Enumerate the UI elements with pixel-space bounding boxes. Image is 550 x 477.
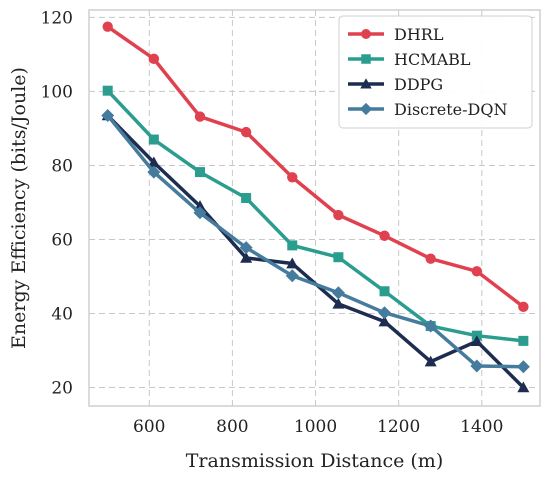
data-point-discrete-dqn — [470, 359, 484, 373]
data-point-dhrl — [194, 111, 206, 122]
data-point-dhrl — [518, 301, 529, 313]
data-point-hcmabl — [102, 85, 113, 96]
legend-item-dhrl: DHRL — [348, 25, 444, 44]
y-tick-labels: 20 40 60 80 100 120 — [41, 8, 73, 398]
data-point-ddpg — [332, 297, 345, 309]
y-tick-label: 80 — [51, 156, 73, 176]
data-point-hcmabl — [333, 252, 344, 263]
data-point-discrete-dqn — [378, 306, 392, 320]
legend-box — [338, 15, 533, 129]
data-point-ddpg — [424, 355, 437, 367]
legend-label: HCMABL — [394, 50, 471, 69]
legend: DHRL HCMABL DDPG Discrete-DQN — [338, 15, 533, 129]
data-point-dhrl — [240, 126, 252, 138]
series-line-hcmabl — [105, 88, 526, 343]
y-tick-label: 20 — [51, 378, 73, 398]
x-tick-label: 1000 — [294, 417, 337, 437]
data-point-ddpg — [517, 381, 530, 393]
x-tick-label: 1400 — [460, 417, 503, 437]
data-point-discrete-dqn — [516, 360, 530, 374]
legend-marker — [361, 29, 371, 39]
legend-item-hcmabl: HCMABL — [348, 50, 471, 69]
data-point-discrete-dqn — [331, 286, 345, 300]
data-point-discrete-dqn — [101, 108, 115, 122]
legend-item-discrete-dqn: Discrete-DQN — [348, 100, 507, 119]
data-point-ddpg — [240, 251, 253, 263]
data-point-discrete-dqn — [193, 206, 207, 220]
y-axis-label: Energy Efficiency (bits/Joule) — [8, 67, 30, 349]
data-point-dhrl — [425, 253, 436, 264]
series-line-dhrl — [105, 24, 526, 309]
legend-marker — [361, 54, 371, 64]
x-tick-label: 800 — [216, 417, 248, 437]
x-tick-label: 1200 — [377, 417, 420, 437]
legend-label: DHRL — [394, 25, 444, 44]
data-point-ddpg — [378, 315, 391, 327]
series-line-discrete-dqn — [105, 113, 526, 369]
data-point-hcmabl — [148, 134, 159, 145]
series-layer — [101, 21, 530, 393]
data-point-dhrl — [102, 21, 113, 32]
legend-label: Discrete-DQN — [394, 100, 507, 119]
plot-frame — [88, 9, 541, 407]
data-point-ddpg — [286, 257, 299, 269]
x-axis-label: Transmission Distance (m) — [186, 450, 443, 472]
data-point-ddpg — [147, 156, 160, 168]
data-point-discrete-dqn — [147, 165, 161, 179]
data-point-discrete-dqn — [285, 269, 299, 283]
data-point-dhrl — [379, 230, 390, 241]
y-tick-label: 60 — [51, 230, 73, 250]
data-point-hcmabl — [379, 286, 390, 297]
data-point-dhrl — [287, 172, 298, 183]
data-point-discrete-dqn — [239, 241, 253, 255]
legend-label: DDPG — [394, 75, 443, 94]
y-tick-label: 100 — [41, 82, 73, 102]
series-dhrl — [102, 21, 529, 313]
legend-marker — [359, 102, 373, 116]
x-tick-labels: 600 800 1000 1200 1400 — [133, 417, 503, 437]
data-point-dhrl — [471, 266, 483, 277]
data-point-hcmabl — [518, 335, 529, 346]
data-point-hcmabl — [194, 167, 205, 178]
x-tick-label: 600 — [133, 417, 165, 437]
legend-item-ddpg: DDPG — [348, 75, 443, 94]
data-point-hcmabl — [287, 240, 298, 251]
y-tick-label: 120 — [41, 8, 73, 28]
series-discrete-dqn — [101, 108, 530, 374]
data-point-hcmabl — [241, 193, 252, 204]
data-point-discrete-dqn — [424, 319, 438, 333]
data-point-dhrl — [148, 53, 160, 65]
data-point-ddpg — [470, 335, 483, 347]
data-point-dhrl — [333, 209, 344, 221]
y-tick-label: 40 — [51, 304, 73, 324]
legend-marker — [360, 78, 372, 89]
